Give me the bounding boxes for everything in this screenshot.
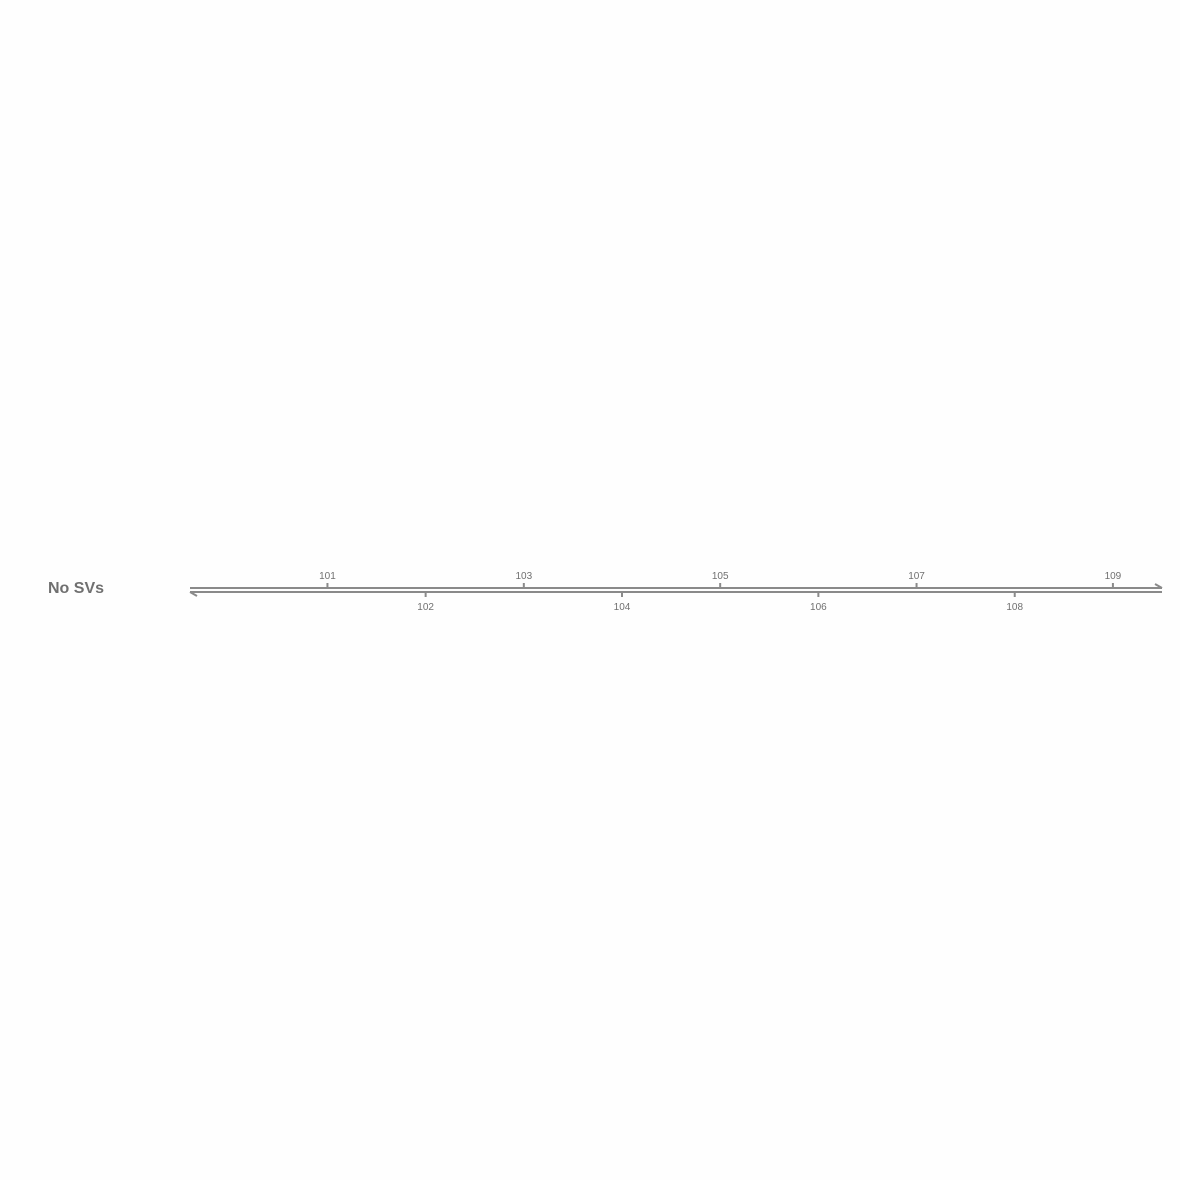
tick-label-top-103: 103 (515, 571, 532, 582)
tick-label-top-105: 105 (712, 571, 729, 582)
reverse-arrow-icon (189, 591, 198, 597)
track-label: No SVs (48, 580, 105, 597)
tick-label-top-107: 107 (908, 571, 925, 582)
tick-label-bottom-104: 104 (614, 602, 631, 613)
tick-label-top-101: 101 (319, 571, 336, 582)
forward-arrow-icon (1154, 583, 1163, 589)
tick-label-top-109: 109 (1105, 571, 1122, 582)
tick-label-bottom-102: 102 (417, 602, 434, 613)
tick-label-bottom-108: 108 (1006, 602, 1023, 613)
axis-layer: 101 103 105 107 109 102 104 106 108 (189, 571, 1163, 613)
tick-label-bottom-106: 106 (810, 602, 827, 613)
